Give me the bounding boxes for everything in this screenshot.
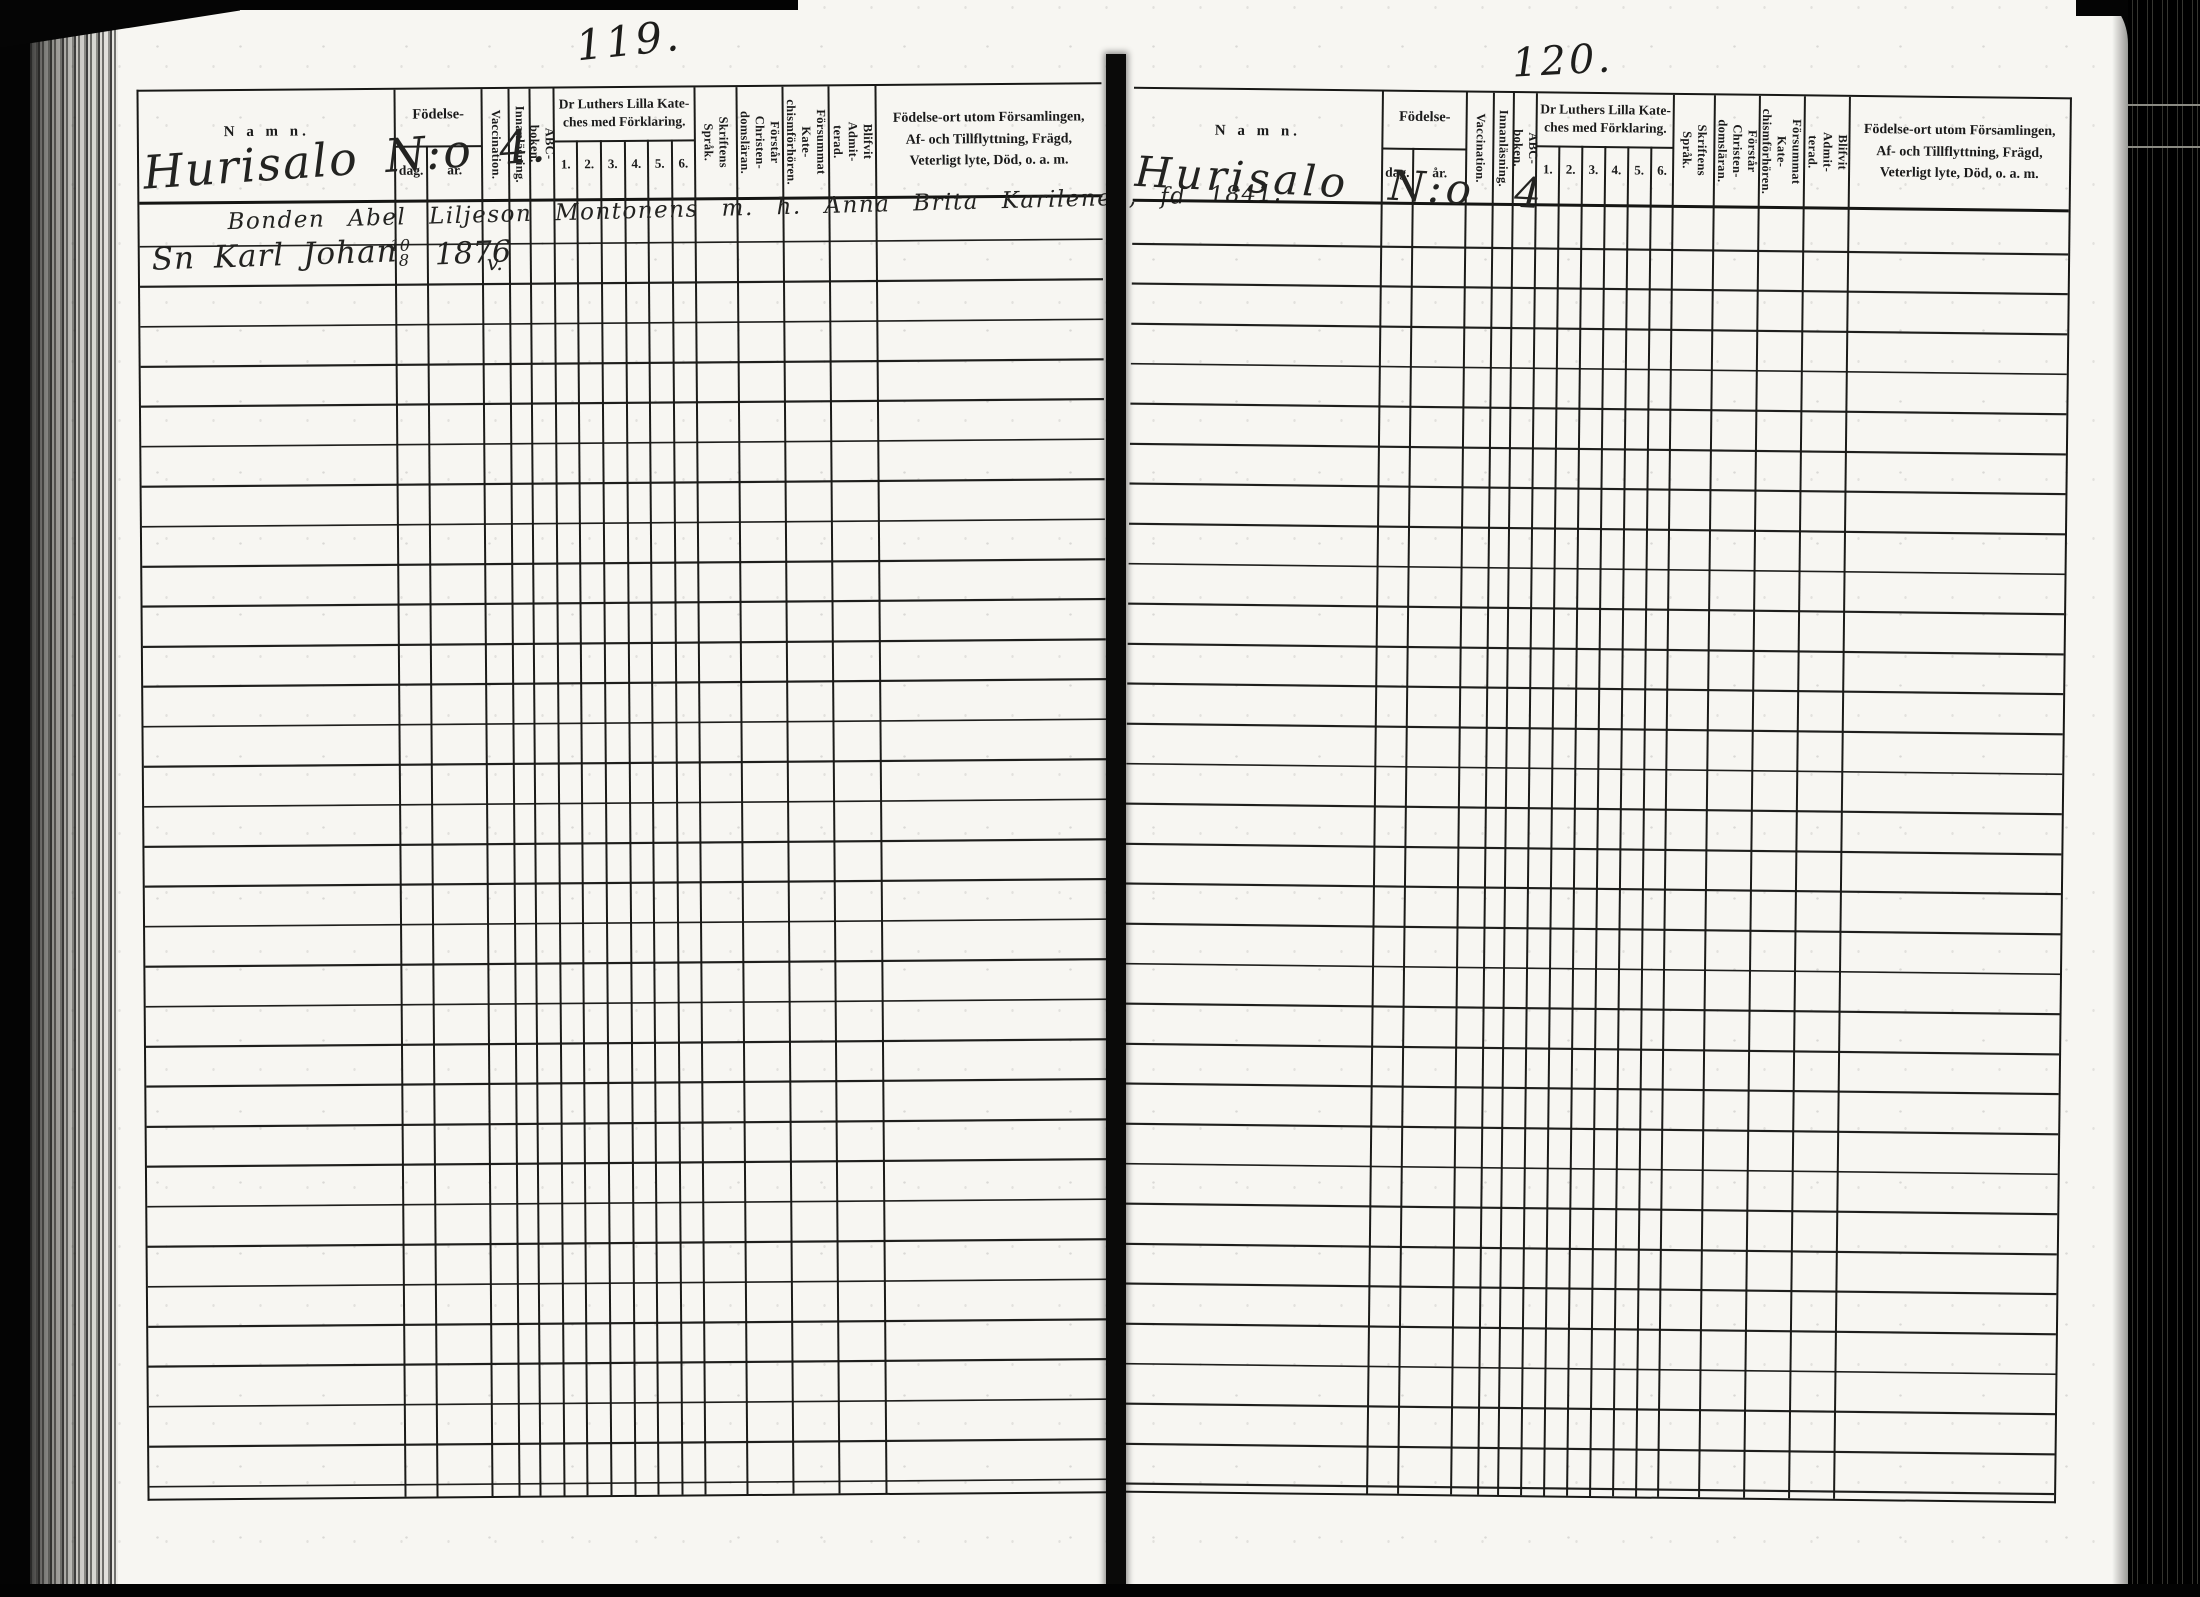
header-forsummat: Försummat Kate- chismförhören. xyxy=(782,86,829,196)
page-119-table: N a m n. Födelse- dag. år. Vaccination. … xyxy=(136,82,1283,1501)
kateches-title: Dr Luthers Lilla Kate- ches med Förklari… xyxy=(558,95,690,130)
edge-highlight-line xyxy=(2128,146,2200,148)
edge-highlight-line xyxy=(2128,104,2200,106)
namn-label: N a m n. xyxy=(1214,122,1302,140)
forsummat-label: Försummat Kate- chismförhören. xyxy=(784,98,829,185)
fodelse-underline xyxy=(1382,147,1467,151)
page-120-rows xyxy=(1118,201,2069,1502)
kateches-col-5: 5. xyxy=(654,155,665,171)
fodelseort-label: Födelse-ort utom Församlingen, Af- och T… xyxy=(892,109,1085,170)
kateches-col-5: 5. xyxy=(1634,162,1645,178)
header-skriftens-sprak: Skriftens Språk. xyxy=(1673,95,1715,205)
blifvit-label: Blifvit Admit- terad. xyxy=(830,121,876,162)
header-fodelse: Födelse- xyxy=(1382,108,1467,127)
scanner-edge-top xyxy=(0,0,798,10)
scanner-edge-left xyxy=(0,0,30,1597)
fodelse-label: Födelse- xyxy=(1398,108,1451,126)
page-edge-shadow xyxy=(2112,0,2128,1597)
scanner-edge-top-right xyxy=(2076,0,2136,16)
header-fodelseort: Födelse-ort utom Församlingen, Af- och T… xyxy=(876,106,1103,173)
forstar-label: Förstår Christen- domsläran. xyxy=(738,110,783,174)
kateches-col-4: 4. xyxy=(1611,162,1622,178)
header-blifvit: Blifvit Admit- terad. xyxy=(828,86,876,196)
kateches-col-3: 3. xyxy=(607,156,618,172)
page-number-120: 120. xyxy=(1510,35,1615,87)
entry-birth-day: 10 8 xyxy=(390,236,411,270)
forstar-label: Förstår Christen- domsläran. xyxy=(1715,118,1760,183)
header-blifvit: Blifvit Admit- terad. xyxy=(1803,96,1850,207)
kateches-col-3: 3. xyxy=(1588,161,1599,177)
header-namn: N a m n. xyxy=(1133,121,1382,142)
header-kateches: Dr Luthers Lilla Kate- ches med Förklari… xyxy=(1537,100,1675,138)
skriftens-sprak-label: Skriftens Språk. xyxy=(701,116,732,168)
kateches-title: Dr Luthers Lilla Kate- ches med Förklari… xyxy=(1540,101,1672,136)
fodelse-label: Födelse- xyxy=(412,106,464,123)
forsummat-label: Försummat Kate- chismförhören. xyxy=(1759,108,1805,194)
left-page-edges xyxy=(26,0,118,1597)
header-fodelseort: Födelse-ort utom Församlingen, Af- och T… xyxy=(1849,119,2069,187)
kateches-col-2: 2. xyxy=(1565,161,1576,177)
kateches-col-1: 1. xyxy=(560,156,571,172)
header-forstar: Förstår Christen- domsläran. xyxy=(1714,95,1760,205)
header-skriftens-sprak: Skriftens Språk. xyxy=(695,87,738,197)
fodelseort-label: Födelse-ort utom Församlingen, Af- och T… xyxy=(1863,122,2056,183)
skriftens-sprak-label: Skriftens Språk. xyxy=(1679,124,1710,176)
kateches-col-4: 4. xyxy=(631,155,642,171)
blifvit-label: Blifvit Admit- terad. xyxy=(1805,131,1850,172)
book-gutter xyxy=(1106,54,1126,1597)
header-forstar: Förstår Christen- domsläran. xyxy=(736,87,783,197)
page-120-table: N a m n. Födelse- dag. år. Vaccination. … xyxy=(1118,86,2072,1504)
scanner-edge-bottom xyxy=(0,1584,2200,1597)
birth-day-denominator: 8 xyxy=(398,250,410,270)
kateches-col-6: 6. xyxy=(678,155,689,171)
header-fodelse: Födelse- xyxy=(395,105,482,124)
header-kateches: Dr Luthers Lilla Kate- ches med Förklari… xyxy=(553,94,694,132)
book-edge-right xyxy=(2128,0,2200,1597)
entry-vaccination-mark: v. xyxy=(486,250,504,276)
header-forsummat: Försummat Kate- chismförhören. xyxy=(1759,96,1805,207)
kateches-col-6: 6. xyxy=(1657,162,1668,178)
kateches-col-2: 2. xyxy=(584,156,595,172)
